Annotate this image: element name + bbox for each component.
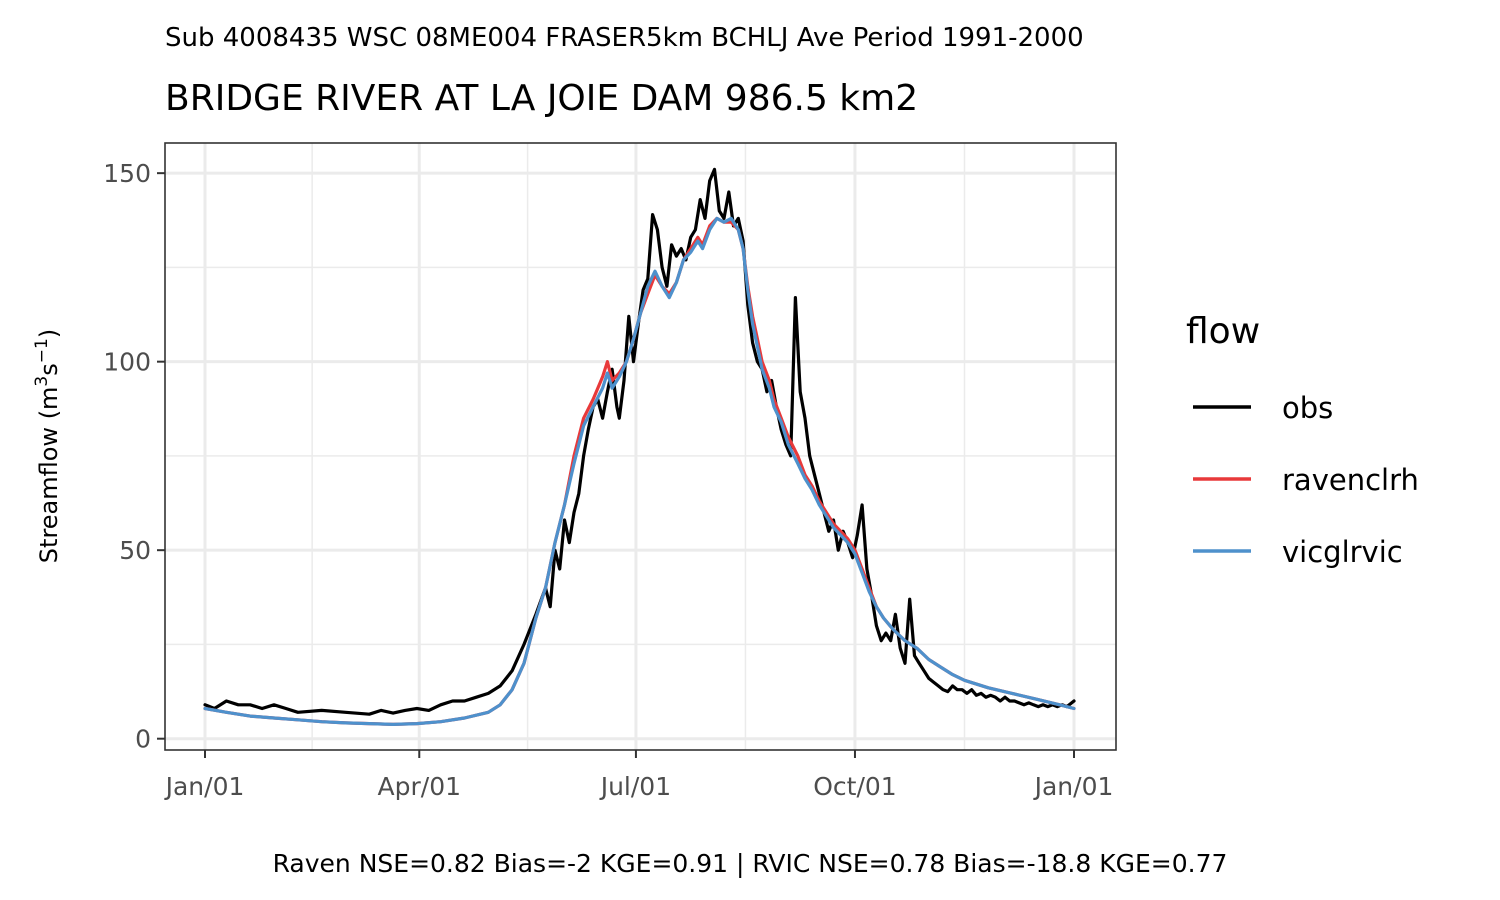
x-tick-label: Jan/01	[1033, 772, 1114, 801]
legend-label-ravenclrh: ravenclrh	[1282, 463, 1419, 497]
y-axis-title: Streamflow (m3s−1)	[32, 329, 63, 563]
y-tick-label: 150	[103, 159, 151, 188]
axis-ticks: 0 50 100 150 Jan/01 Apr/01 Jul/01 Oct/01 Jan/01	[103, 159, 1113, 801]
y-tick-label: 0	[135, 725, 151, 754]
chart-title: BRIDGE RIVER AT LA JOIE DAM 986.5 km2	[165, 78, 918, 119]
plot-grid	[165, 143, 1116, 750]
legend-label-vicglrvic: vicglrvic	[1282, 535, 1403, 569]
legend: flow obs ravenclrh vicglrvic	[1186, 311, 1419, 569]
legend-title: flow	[1186, 311, 1260, 352]
x-tick-label: Jan/01	[164, 772, 245, 801]
series-line-vicglrvic	[203, 216, 1076, 726]
x-tick-label: Oct/01	[813, 772, 896, 801]
series-layer	[203, 167, 1076, 726]
y-tick-label: 50	[119, 536, 151, 565]
series-line-ravenclrh	[203, 216, 1076, 726]
metrics-caption: Raven NSE=0.82 Bias=-2 KGE=0.91 | RVIC N…	[273, 849, 1228, 878]
x-tick-label: Apr/01	[378, 772, 461, 801]
x-tick-label: Jul/01	[599, 772, 671, 801]
legend-label-obs: obs	[1282, 391, 1333, 425]
series-line-obs	[203, 167, 1076, 716]
plot-panel	[164, 142, 1117, 751]
y-tick-label: 100	[103, 348, 151, 377]
chart-subtitle: Sub 4008435 WSC 08ME004 FRASER5km BCHLJ …	[165, 23, 1084, 53]
